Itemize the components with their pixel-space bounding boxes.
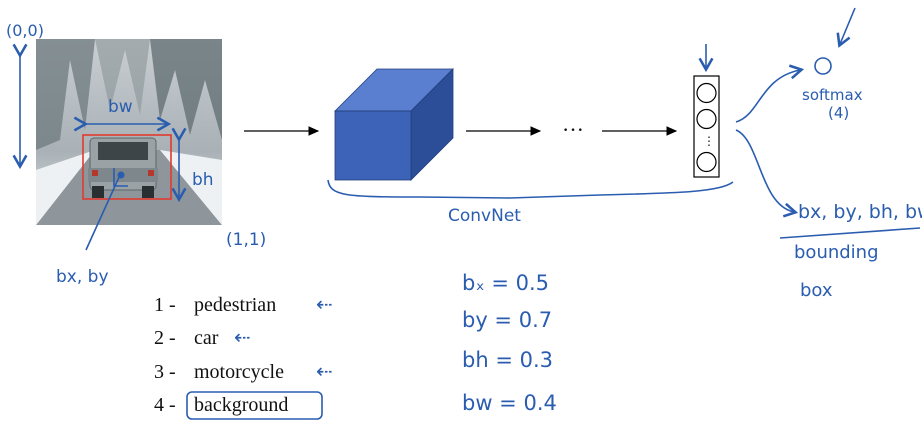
softmax-node [814, 57, 832, 75]
class-label: motorcycle [194, 361, 284, 383]
class-number: 1 - [154, 294, 176, 316]
class-item: 2 - car ⇠ [154, 325, 251, 349]
class-item: 3 - motorcycle ⇠ [154, 359, 333, 383]
softmax-pointer-arrow [836, 7, 856, 48]
photo-annotations [12, 43, 187, 251]
bh-label: bh [192, 170, 214, 190]
class-arrow: ⇠ [316, 359, 333, 383]
background-highlight-box [186, 391, 323, 420]
bxby-label: bx, by [56, 267, 109, 287]
class-arrow: ⇠ [316, 292, 333, 316]
class-item: 1 - pedestrian ⇠ [154, 292, 333, 316]
bbox-underline [779, 227, 921, 239]
value-by: by = 0.7 [462, 308, 552, 332]
bbox-caption-line1: bounding [794, 242, 879, 263]
convnet-block [334, 68, 454, 181]
class-label: car [194, 327, 219, 349]
class-number: 3 - [154, 361, 176, 383]
ellipsis: ··· [562, 117, 584, 142]
class-item: 4 - background [154, 391, 323, 420]
class-label: pedestrian [194, 294, 276, 316]
convnet-label: ConvNet [448, 206, 521, 226]
bbox-caption-line2: box [800, 280, 833, 301]
bbox-outputs: bx, by, bh, bw [798, 201, 922, 223]
center-point [117, 171, 125, 179]
softmax-arrow [735, 64, 805, 123]
bw-label: bw [108, 97, 133, 117]
bbox-arrow [735, 129, 799, 218]
corner-label: (1,1) [226, 230, 266, 250]
class-list: 1 - pedestrian ⇠ 2 - car ⇠ 3 - motorcycl… [154, 292, 333, 420]
class-label: background [194, 394, 288, 416]
value-bh: bh = 0.3 [462, 348, 553, 372]
class-number: 2 - [154, 327, 176, 349]
value-bx: bₓ = 0.5 [462, 271, 549, 295]
class-arrow: ⇠ [234, 325, 251, 349]
output-vector [693, 75, 720, 178]
output-vector-dots: ⋮ [703, 134, 715, 148]
class-number: 4 - [154, 394, 176, 416]
softmax-label: softmax [802, 86, 863, 104]
bxby-pointer-line [85, 174, 121, 251]
car-photo [36, 39, 222, 225]
bbox-values: bₓ = 0.5 by = 0.7 bh = 0.3 bw = 0.4 [462, 271, 557, 415]
convnet-brace [327, 179, 734, 199]
red-bounding-box [82, 134, 172, 200]
origin-label: (0,0) [6, 21, 44, 40]
softmax-count: (4) [828, 104, 849, 122]
value-bw: bw = 0.4 [462, 391, 557, 415]
